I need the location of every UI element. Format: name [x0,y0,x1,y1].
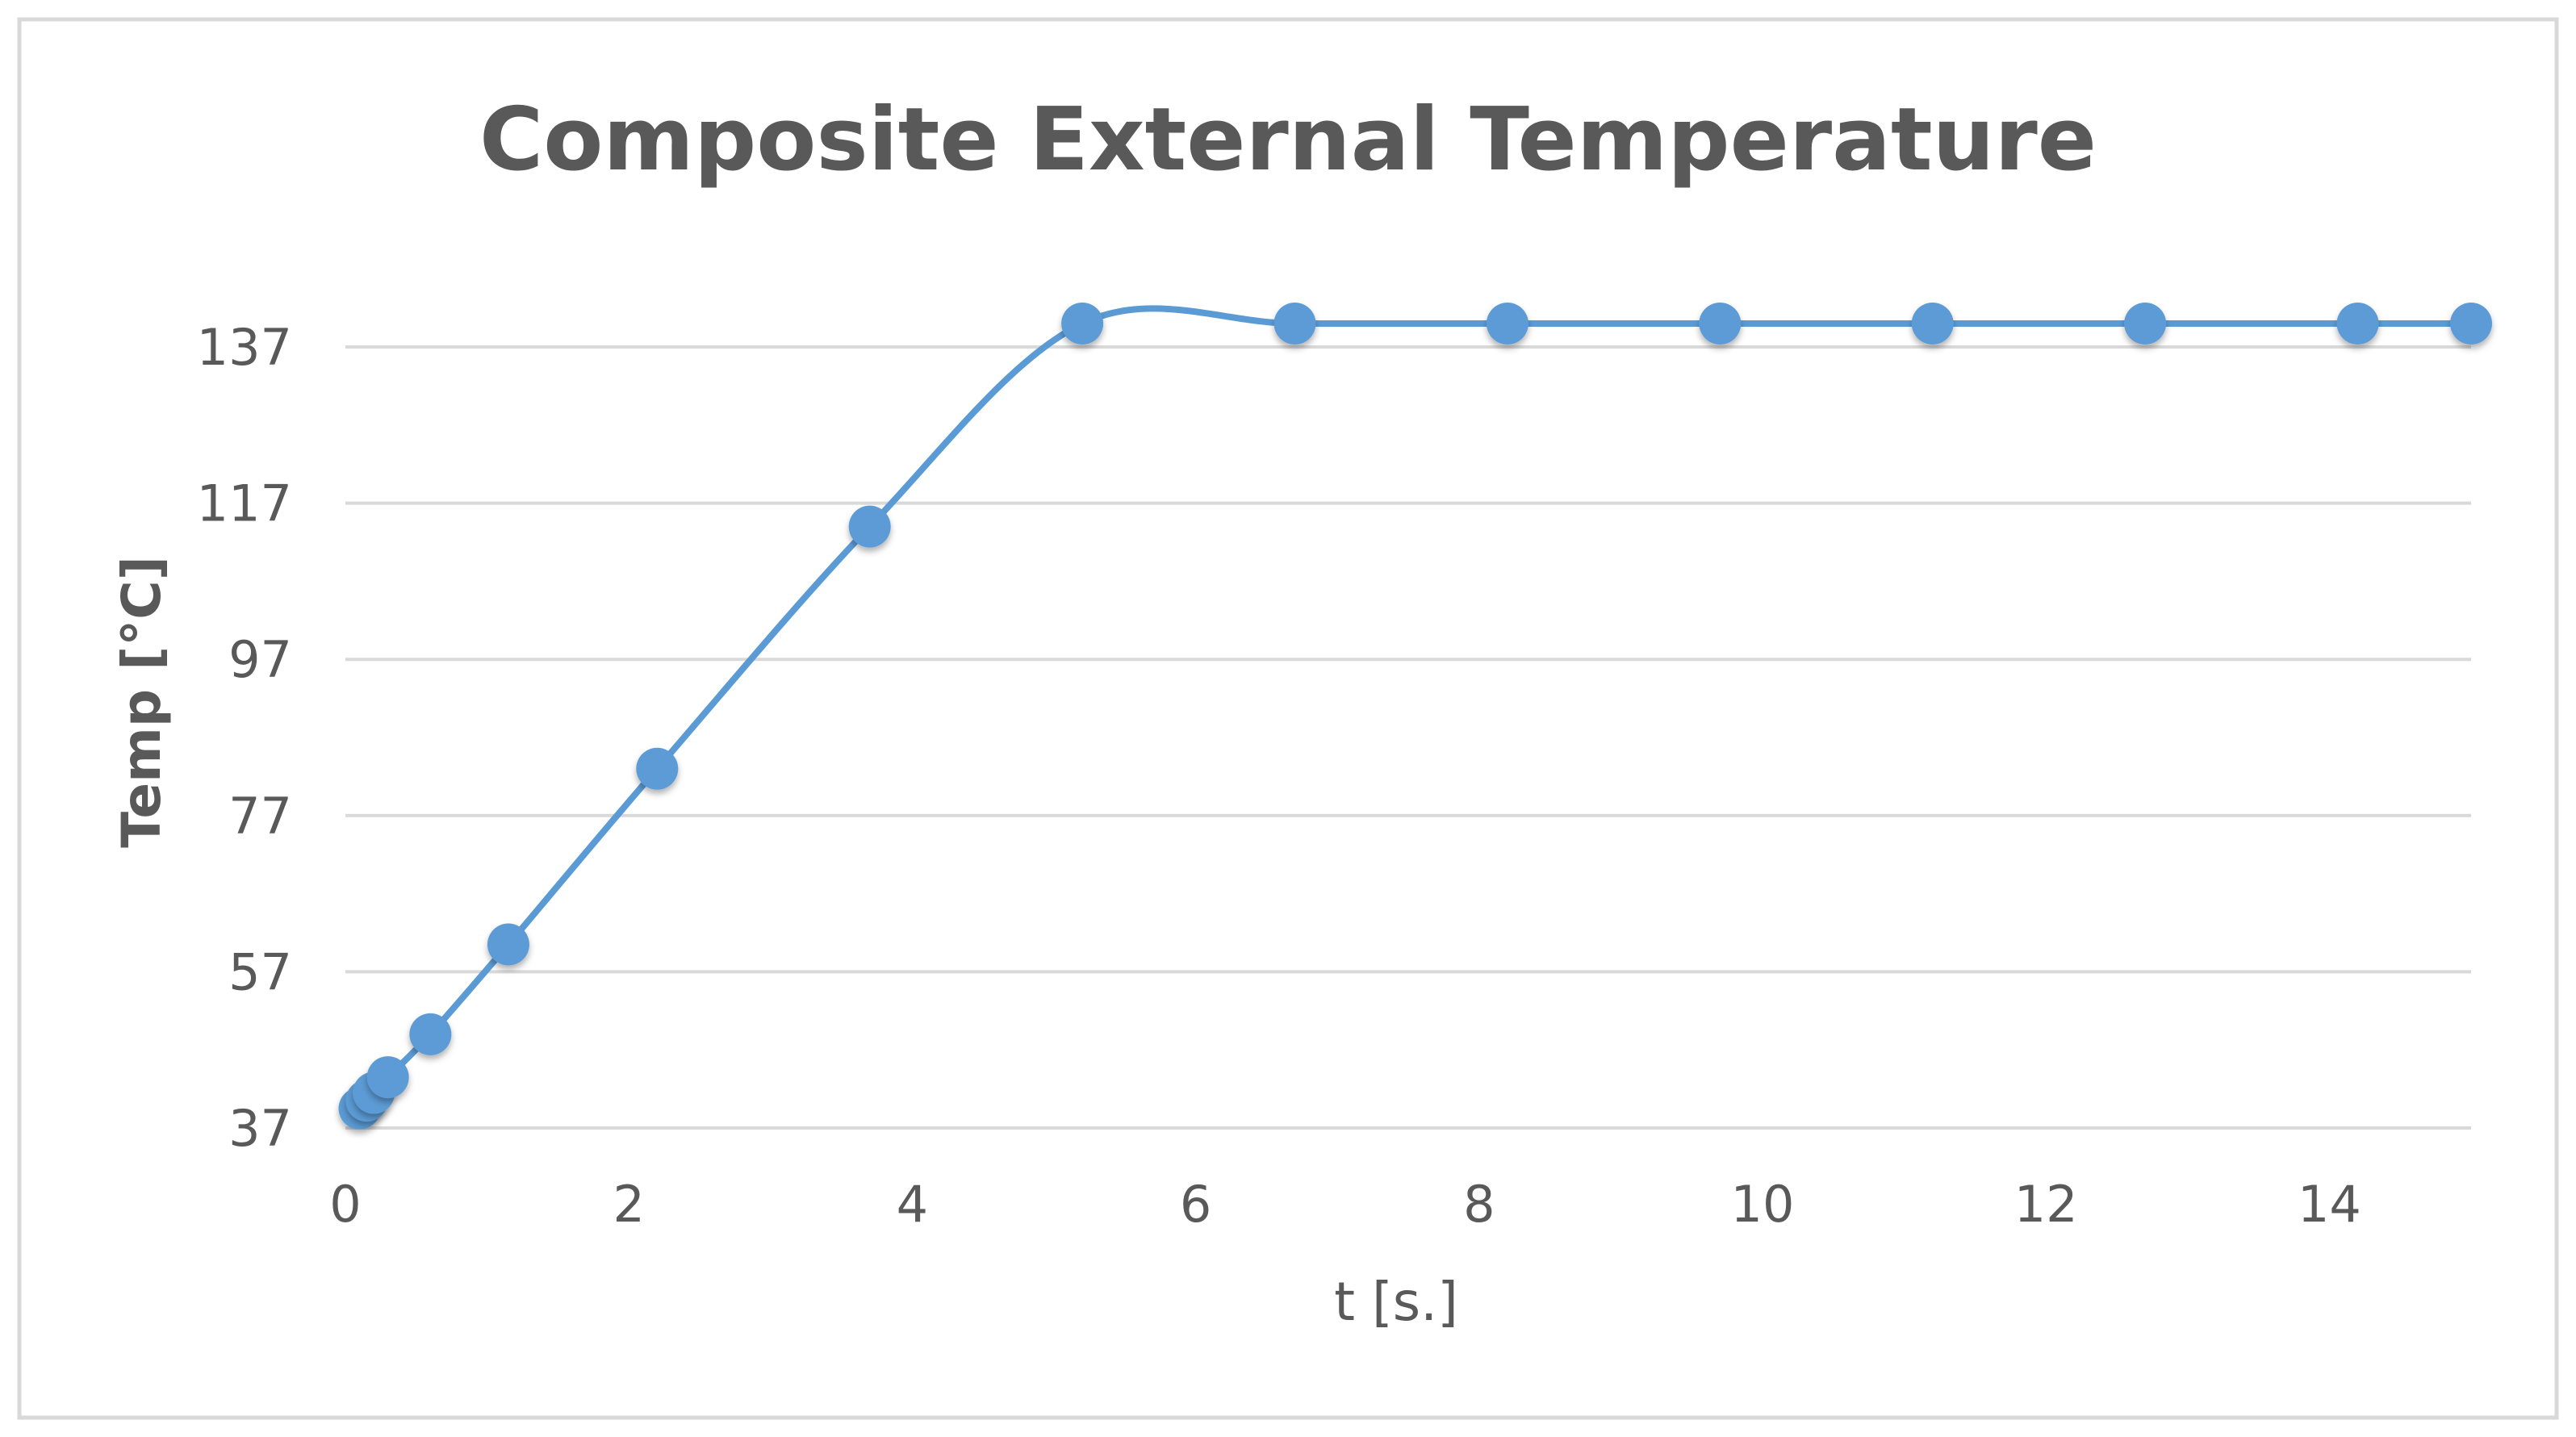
y-tick-label: 77 [228,787,292,846]
x-tick-label: 4 [897,1175,928,1234]
data-point [487,923,529,966]
chart-frame [17,17,2559,1420]
data-point [848,505,891,548]
data-point [636,747,679,790]
x-tick-label: 6 [1180,1175,1211,1234]
x-tick-label: 2 [613,1175,644,1234]
x-axis-tick-labels: 0 2 4 6 8 10 12 14 [329,1175,2361,1234]
data-point [1273,302,1316,345]
y-tick-label: 57 [228,942,292,1001]
y-tick-label: 117 [197,474,292,533]
gridlines [345,345,2471,1130]
series [338,302,2492,1130]
data-point [2450,302,2492,345]
x-tick-label: 12 [2014,1175,2078,1234]
chart-title: Composite External Temperature [479,90,2097,190]
data-point [1699,302,1742,345]
y-tick-label: 137 [197,318,292,377]
x-tick-label: 0 [329,1175,361,1234]
data-point [2124,302,2167,345]
y-axis-title: Temp [°C] [111,556,173,848]
data-point [2336,302,2379,345]
x-tick-label: 8 [1463,1175,1495,1234]
data-point [1486,302,1528,345]
y-tick-label: 37 [228,1099,292,1158]
data-point [1061,302,1104,345]
x-tick-label: 14 [2298,1175,2361,1234]
data-point [1911,302,1954,345]
y-tick-label: 97 [228,630,292,689]
x-tick-label: 10 [1731,1175,1795,1234]
data-point [366,1056,409,1099]
x-axis-title: t [s.] [1334,1271,1458,1333]
data-point [409,1013,452,1055]
y-axis-tick-labels: 37 57 77 97 117 137 [197,318,292,1158]
